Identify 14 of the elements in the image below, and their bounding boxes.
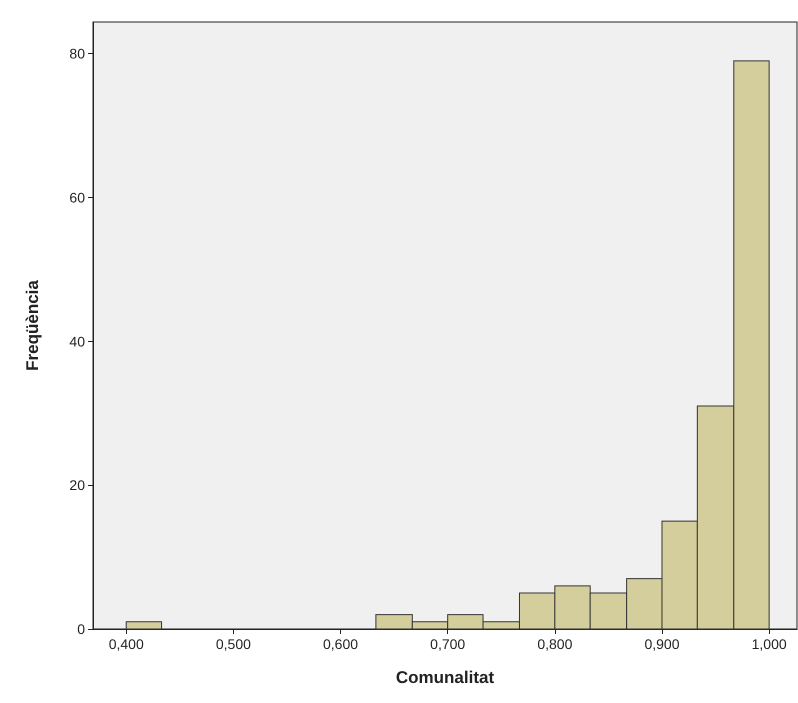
y-tick-label: 0: [77, 621, 86, 637]
x-tick-label: 0,400: [108, 636, 144, 652]
x-tick-label: 0,600: [323, 636, 358, 652]
y-tick-label: 60: [69, 189, 86, 206]
x-tick-label: 1,000: [752, 636, 787, 652]
y-axis-title: Freqüència: [23, 280, 42, 371]
y-tick-label: 20: [69, 477, 86, 494]
x-tick-label: 0,700: [430, 636, 466, 652]
y-tick-label: 80: [69, 46, 86, 62]
x-tick-label: 0,800: [537, 636, 573, 652]
y-tick-label: 40: [69, 333, 86, 350]
x-tick-label: 0,500: [216, 636, 252, 652]
x-tick-label: 0,900: [644, 636, 680, 652]
x-axis-title: Comunalitat: [396, 668, 494, 687]
